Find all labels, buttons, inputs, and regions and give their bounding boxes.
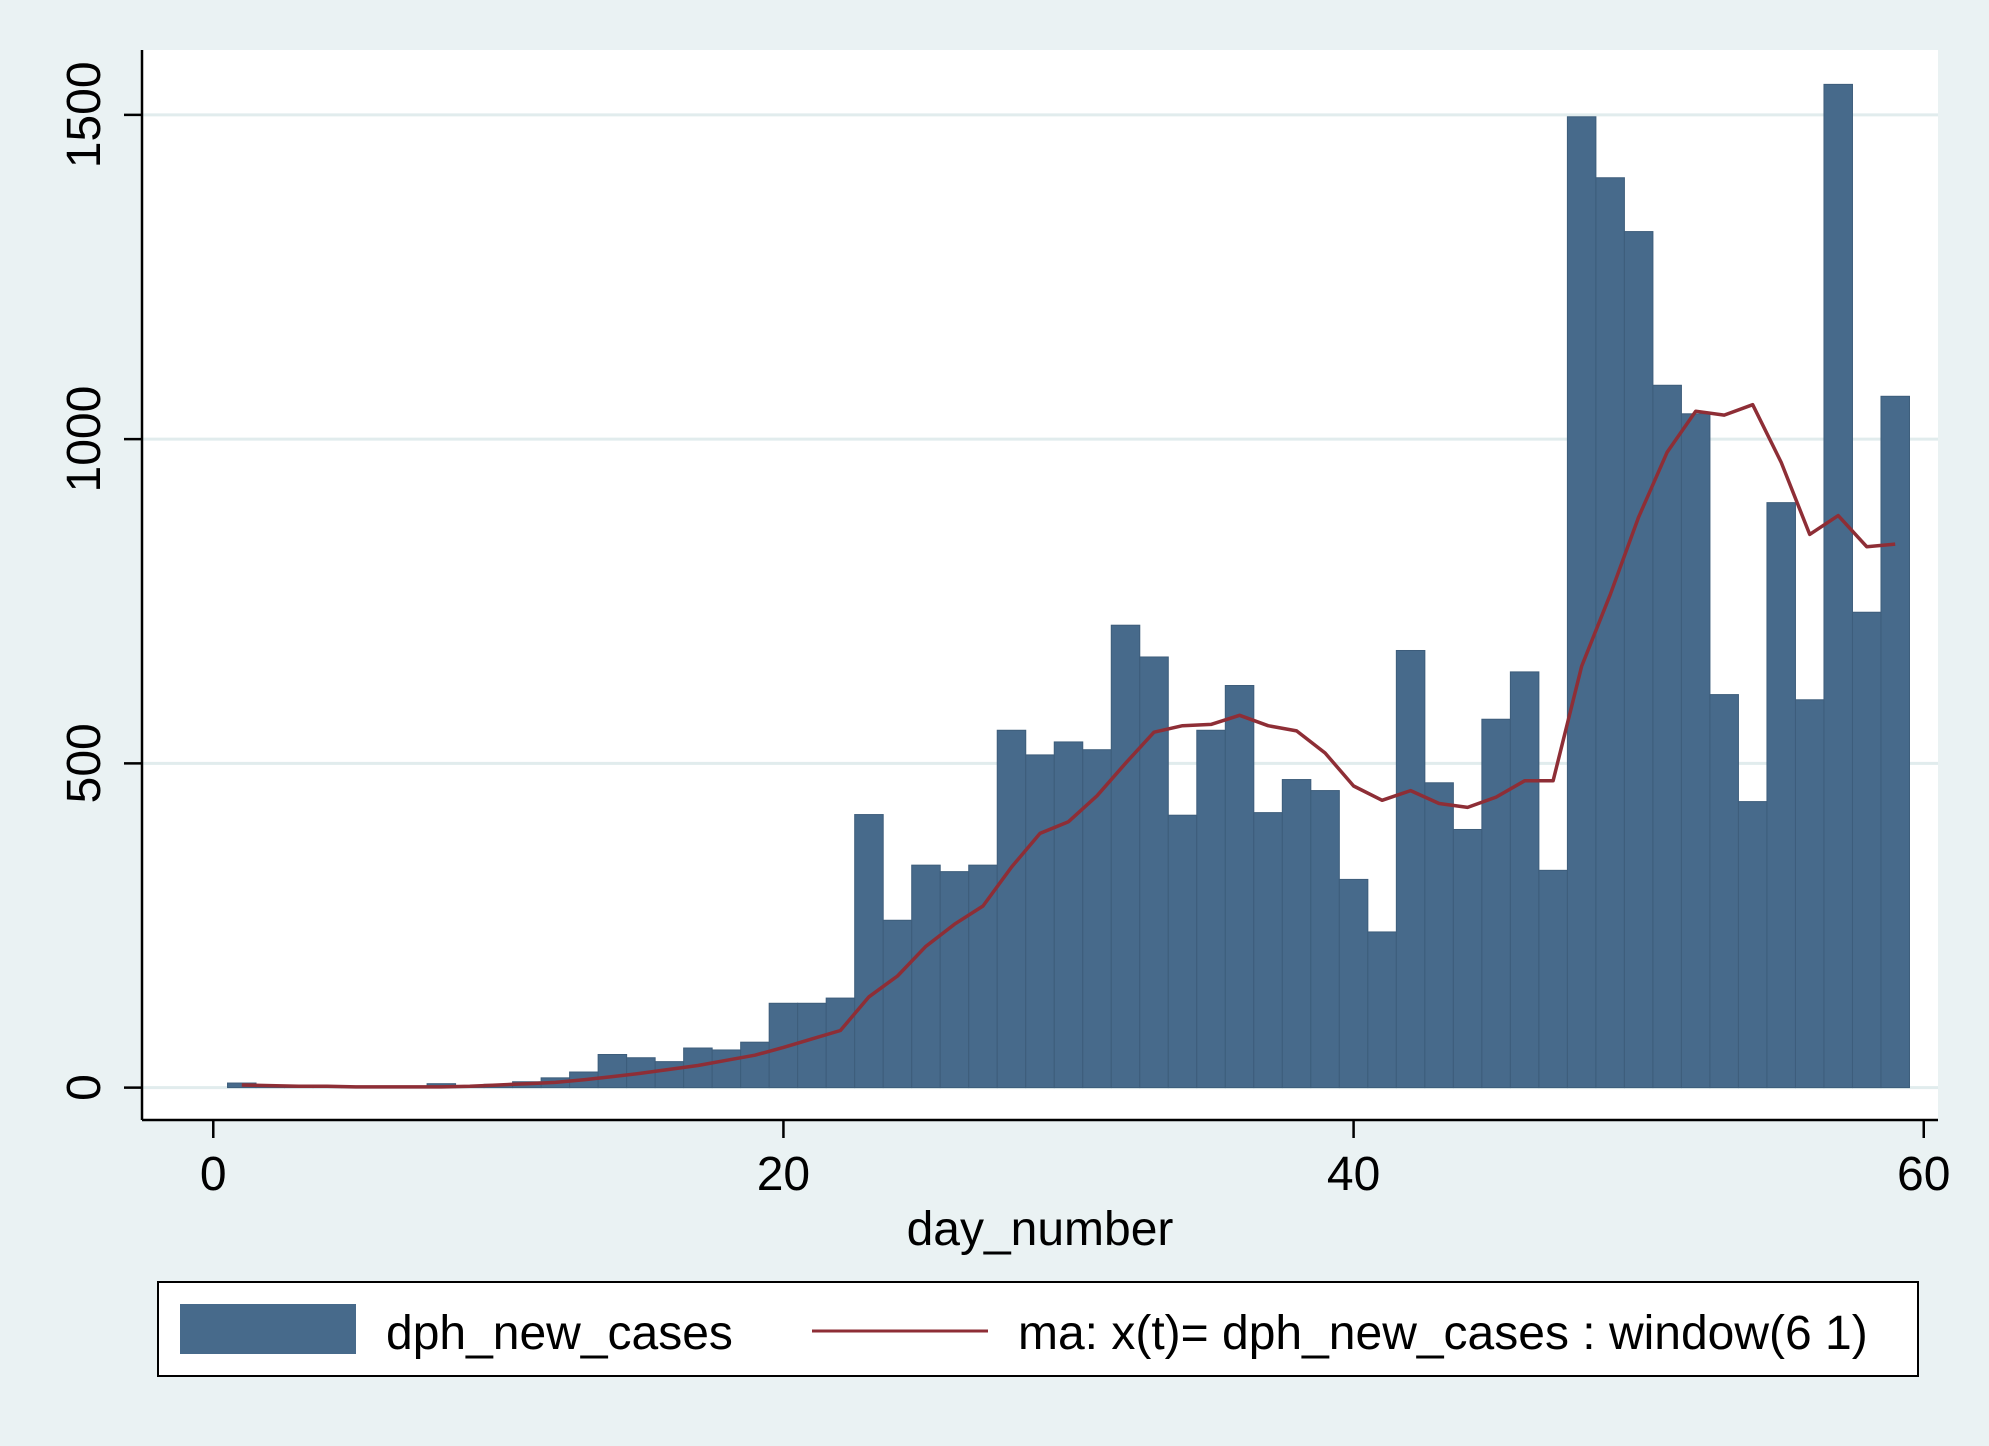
bar-day-14 bbox=[597, 1054, 628, 1089]
bar-day-49 bbox=[1595, 177, 1625, 1089]
bar-day-34 bbox=[1167, 814, 1198, 1089]
bar-day-21 bbox=[797, 1002, 827, 1089]
legend-bar-swatch bbox=[180, 1304, 356, 1354]
bar-day-22 bbox=[825, 997, 856, 1089]
legend: dph_new_cases ma: x(t)= dph_new_cases : … bbox=[157, 1281, 1919, 1377]
moving-average-series bbox=[241, 402, 1896, 1089]
bar-day-45 bbox=[1481, 718, 1511, 1089]
bar-day-40 bbox=[1338, 878, 1369, 1089]
bar-day-28 bbox=[996, 729, 1027, 1089]
bar-day-46 bbox=[1509, 671, 1540, 1089]
bar-day-53 bbox=[1709, 694, 1739, 1089]
legend-bar-label: dph_new_cases bbox=[386, 1307, 733, 1360]
bar-day-58 bbox=[1851, 611, 1882, 1089]
bar-day-41 bbox=[1367, 931, 1397, 1089]
bar-day-19 bbox=[740, 1041, 770, 1089]
bar-day-44 bbox=[1452, 828, 1483, 1089]
bar-day-26 bbox=[939, 871, 970, 1089]
axes bbox=[140, 50, 1938, 1122]
bar-day-50 bbox=[1623, 231, 1654, 1089]
bar-day-16 bbox=[654, 1061, 685, 1089]
moving-average-line bbox=[241, 402, 1896, 1089]
bar-day-57 bbox=[1823, 83, 1853, 1089]
bar-day-23 bbox=[854, 814, 884, 1089]
bar-day-25 bbox=[911, 864, 941, 1089]
y-tick-label-500: 500 bbox=[58, 723, 111, 803]
bar-day-37 bbox=[1253, 812, 1283, 1089]
bar-day-35 bbox=[1196, 729, 1226, 1089]
x-tick-label-20: 20 bbox=[757, 1148, 810, 1201]
x-tick-label-40: 40 bbox=[1327, 1148, 1380, 1201]
y-tick-label-1000: 1000 bbox=[58, 386, 111, 493]
x-axis-title: day_number bbox=[907, 1203, 1174, 1256]
bar-day-56 bbox=[1794, 699, 1825, 1089]
bar-day-42 bbox=[1395, 649, 1426, 1089]
bar-day-51 bbox=[1652, 384, 1682, 1089]
legend-box bbox=[157, 1281, 1919, 1377]
bar-day-33 bbox=[1139, 656, 1169, 1089]
bar-series bbox=[227, 83, 1910, 1089]
bar-day-18 bbox=[711, 1049, 742, 1089]
bar-day-24 bbox=[882, 919, 913, 1089]
bar-day-36 bbox=[1224, 685, 1255, 1089]
bar-day-47 bbox=[1538, 869, 1568, 1089]
bar-day-27 bbox=[968, 864, 998, 1089]
y-tick-label-0: 0 bbox=[58, 1074, 111, 1101]
bar-day-59 bbox=[1880, 395, 1910, 1089]
bar-day-55 bbox=[1766, 502, 1796, 1089]
bar-day-39 bbox=[1310, 790, 1340, 1089]
x-axis-ticks: 0 20 40 60 bbox=[200, 1120, 1950, 1201]
bar-day-38 bbox=[1281, 779, 1312, 1089]
bar-day-30 bbox=[1053, 741, 1084, 1089]
bar-day-31 bbox=[1082, 749, 1112, 1089]
bar-day-29 bbox=[1025, 754, 1055, 1089]
x-tick-label-60: 60 bbox=[1897, 1148, 1950, 1201]
y-axis-ticks: 0 500 1000 1500 bbox=[58, 61, 142, 1101]
legend-line-label: ma: x(t)= dph_new_cases : window(6 1) bbox=[1018, 1307, 1868, 1360]
x-tick-label-0: 0 bbox=[200, 1148, 227, 1201]
bar-day-48 bbox=[1566, 116, 1597, 1089]
bar-day-54 bbox=[1737, 801, 1768, 1089]
bar-day-52 bbox=[1680, 413, 1711, 1089]
y-tick-label-1500: 1500 bbox=[58, 61, 111, 168]
bar-day-43 bbox=[1424, 782, 1454, 1089]
bar-day-32 bbox=[1110, 624, 1141, 1089]
